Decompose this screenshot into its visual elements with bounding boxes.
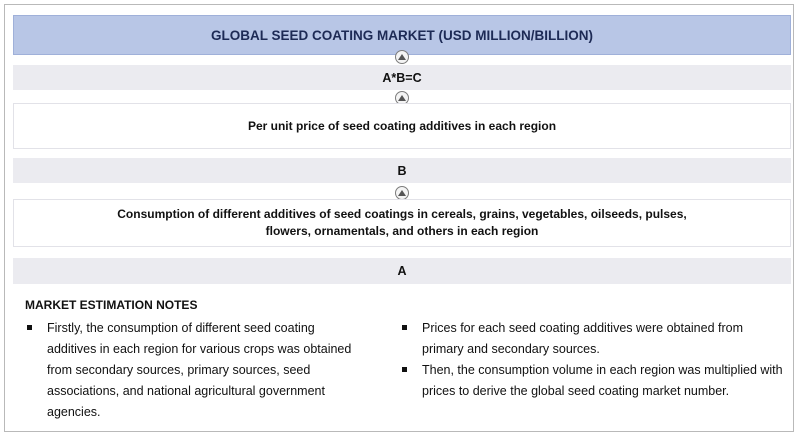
consumption-line-1: Consumption of different additives of se…: [117, 207, 687, 221]
market-title: GLOBAL SEED COATING MARKET (USD MILLION/…: [211, 27, 593, 43]
notes-title: MARKET ESTIMATION NOTES: [25, 298, 198, 312]
b-label: B: [397, 163, 407, 178]
formula-label: A*B=C: [382, 70, 422, 85]
market-title-band: GLOBAL SEED COATING MARKET (USD MILLION/…: [13, 15, 791, 55]
note-text: Then, the consumption volume in each reg…: [422, 363, 783, 398]
notes-right-list: Prices for each seed coating additives w…: [400, 318, 785, 402]
b-band: B: [13, 158, 791, 183]
formula-band: A*B=C: [13, 65, 791, 90]
note-item: Prices for each seed coating additives w…: [400, 318, 785, 360]
note-text: Prices for each seed coating additives w…: [422, 321, 744, 356]
up-arrow-circle-icon: [395, 186, 409, 200]
bullet-icon: [27, 325, 32, 330]
note-text: Firstly, the consumption of different se…: [47, 321, 352, 419]
a-band: A: [13, 258, 791, 284]
note-item: Then, the consumption volume in each reg…: [400, 360, 785, 402]
up-arrow-circle-icon: [395, 50, 409, 64]
notes-left-list: Firstly, the consumption of different se…: [25, 318, 365, 423]
consumption-line-2: flowers, ornamentals, and others in each…: [265, 224, 539, 238]
price-label: Per unit price of seed coating additives…: [247, 119, 557, 133]
bullet-icon: [402, 325, 407, 330]
price-band: Per unit price of seed coating additives…: [13, 103, 791, 149]
consumption-band: Consumption of different additives of se…: [13, 199, 791, 247]
a-label: A: [397, 264, 407, 278]
note-item: Firstly, the consumption of different se…: [25, 318, 365, 423]
bullet-icon: [402, 367, 407, 372]
